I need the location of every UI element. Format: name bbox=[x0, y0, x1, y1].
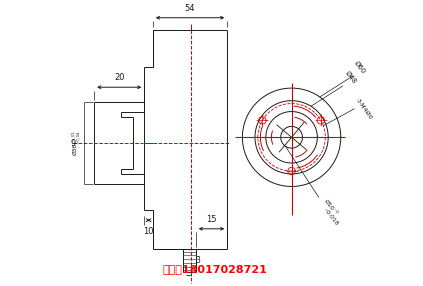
Text: 15: 15 bbox=[206, 215, 217, 224]
Text: 手机：18017028721: 手机：18017028721 bbox=[163, 264, 268, 274]
Text: 9: 9 bbox=[70, 138, 75, 148]
Text: Ø48: Ø48 bbox=[343, 69, 357, 84]
Text: Ø10⁻⁰
   -0.018: Ø10⁻⁰ -0.018 bbox=[319, 199, 343, 226]
Text: 3-M4Ø0: 3-M4Ø0 bbox=[355, 97, 373, 120]
Text: 20: 20 bbox=[114, 73, 124, 82]
Text: Ø60: Ø60 bbox=[353, 59, 367, 74]
Text: Ø36⁻°·⁰¹
      ⁻⁰·⁰⁴: Ø36⁻°·⁰¹ ⁻⁰·⁰⁴ bbox=[72, 131, 83, 155]
Text: 54: 54 bbox=[185, 4, 195, 13]
Text: 3: 3 bbox=[195, 256, 200, 265]
Text: 10: 10 bbox=[143, 227, 154, 236]
